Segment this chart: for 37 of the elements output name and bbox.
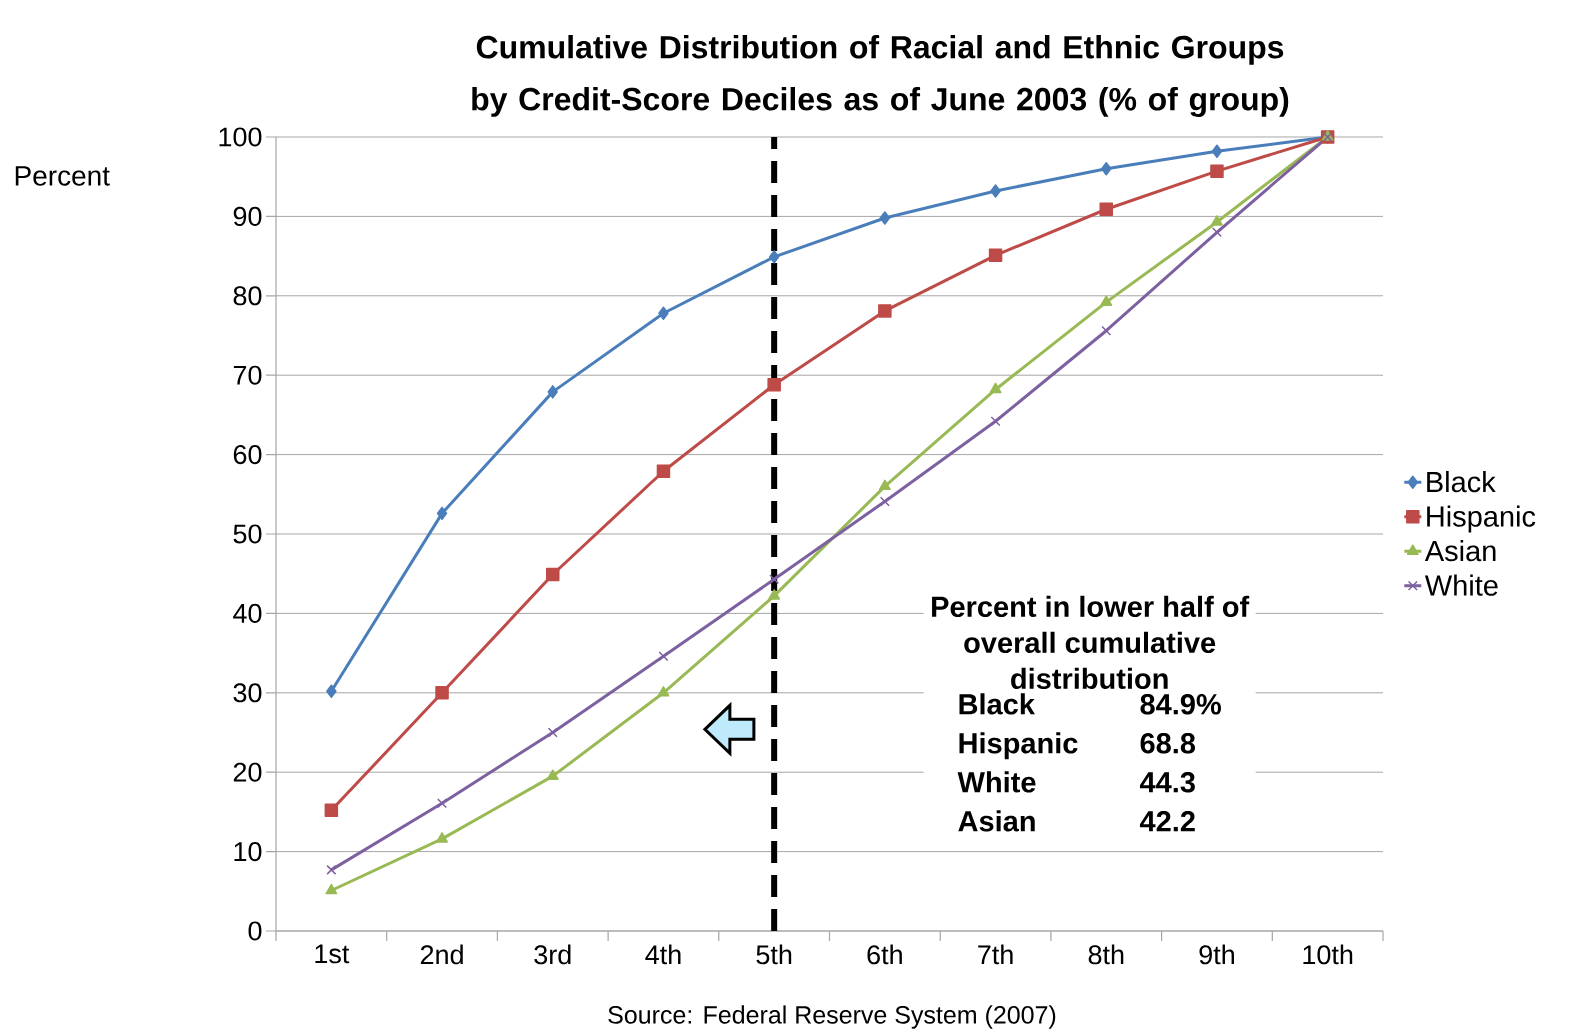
legend-label: Asian xyxy=(1424,539,1496,562)
y-tick-label: 70 xyxy=(233,365,262,385)
source-note: Source: Federal Reserve System (2007) xyxy=(608,1005,1056,1029)
annotation: 84.9% xyxy=(1140,694,1221,715)
annotation: Asian xyxy=(958,810,1035,832)
legend-label: White xyxy=(1424,574,1498,596)
x-tick-label: 6th xyxy=(867,944,902,965)
x-tick-label: 1st xyxy=(315,944,350,964)
y-axis-title: Percent xyxy=(15,166,110,186)
y-tick-label: 40 xyxy=(233,603,262,623)
x-tick-label: 2nd xyxy=(420,944,463,965)
y-tick-label: 10 xyxy=(234,842,262,862)
annotation: 42.2 xyxy=(1139,811,1195,832)
y-tick-label: 80 xyxy=(233,286,262,306)
y-tick-label: 0 xyxy=(248,921,262,941)
y-tick-label: 90 xyxy=(233,206,262,226)
x-tick-label: 4th xyxy=(645,944,681,965)
x-tick-label: 3rd xyxy=(534,944,571,965)
y-tick-label: 20 xyxy=(233,762,262,782)
annotation: 68.8 xyxy=(1140,733,1196,754)
x-tick-label: 7th xyxy=(978,944,1013,965)
x-tick-label: 10th xyxy=(1303,944,1353,965)
y-tick-label: 30 xyxy=(233,683,262,703)
y-tick-label: 60 xyxy=(233,445,262,465)
legend-label: Black xyxy=(1427,471,1496,493)
annotation: Percent in lower half of overall cumulative distribution xyxy=(932,595,1250,690)
chart-title: Cumulative Distribution of Racial and Ethnic Groups by Credit-Score Deciles as of June 2003 (% of group) xyxy=(472,35,1289,117)
x-tick-label: 9th xyxy=(1199,944,1234,965)
annotation: Black xyxy=(959,693,1035,715)
y-tick-label: 100 xyxy=(219,127,262,147)
y-tick-label: 50 xyxy=(233,524,262,544)
annotation: 44.3 xyxy=(1139,772,1195,793)
annotation: Hispanic xyxy=(959,732,1078,760)
x-tick-label: 8th xyxy=(1088,944,1124,965)
legend-label: Hispanic xyxy=(1427,505,1536,533)
x-tick-label: 5th xyxy=(756,944,792,965)
annotation: White xyxy=(957,771,1036,793)
